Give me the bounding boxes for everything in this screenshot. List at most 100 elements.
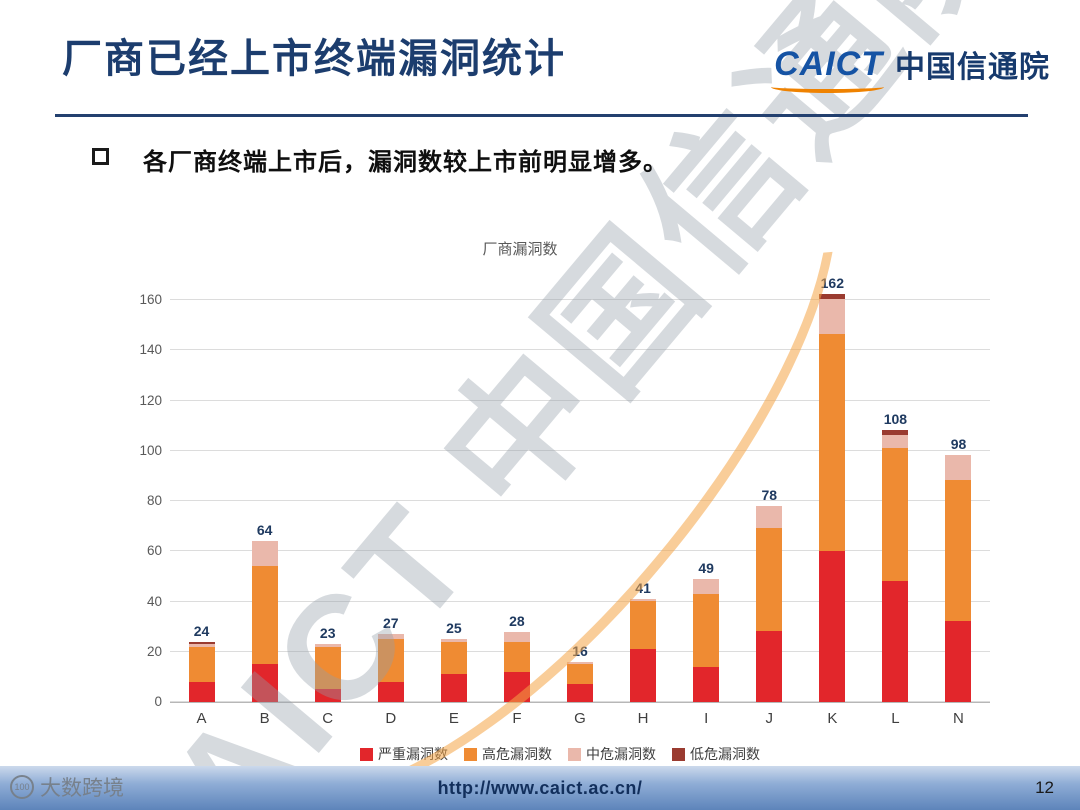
bar-segment <box>882 581 909 702</box>
legend-label: 中危漏洞数 <box>586 746 656 762</box>
bar-segment <box>693 593 720 667</box>
bar-segment <box>567 661 593 665</box>
bar-total-label: 24 <box>193 622 210 639</box>
caict-logo-text: CAICT <box>771 44 885 93</box>
bar-total-label: 78 <box>761 486 778 503</box>
bar-stack <box>440 639 467 702</box>
caict-wordmark: CAICT <box>774 44 883 83</box>
bar-segment <box>945 455 972 481</box>
chart-title: 厂商漏洞数 <box>482 241 558 258</box>
bar-segment <box>882 430 909 436</box>
bar-total-label: 49 <box>698 559 714 576</box>
bar-segment <box>945 621 972 702</box>
y-axis-tick-label: 40 <box>146 593 162 609</box>
bar-stack <box>314 644 341 702</box>
bar-stack <box>251 540 278 702</box>
vulnerability-bar-chart: 厂商漏洞数 0 20 40 60 80 100 120 140 160 24 64 23 27 25 28… <box>110 228 1010 773</box>
y-axis-tick-label: 120 <box>139 392 162 408</box>
gridline <box>170 349 990 351</box>
bar-stack <box>882 430 909 702</box>
bar-segment <box>567 664 593 685</box>
bar-segment <box>314 689 341 702</box>
bar-segment <box>314 646 341 690</box>
y-axis-tick-label: 80 <box>146 493 162 508</box>
bar-K: 162 <box>801 275 864 702</box>
bar-N: 98 <box>927 300 990 702</box>
bar-segment <box>693 666 720 702</box>
legend-item: 严重漏洞数 <box>360 744 448 764</box>
bar-segment <box>819 293 846 300</box>
x-axis-label: E <box>448 710 459 727</box>
page-number: 12 <box>1035 778 1054 797</box>
y-axis-tick-label: 140 <box>139 342 162 358</box>
gridline <box>170 500 990 501</box>
bar-stack <box>503 631 530 702</box>
bar-segment <box>251 566 278 665</box>
bar-segment <box>756 528 783 632</box>
bar-total-label: 98 <box>950 436 967 453</box>
bar-segment <box>567 684 593 702</box>
bar-total-label: 25 <box>446 620 462 637</box>
plot-area: 0 20 40 60 80 100 120 140 160 24 64 23 27 25 28 16 41 49… <box>139 275 990 709</box>
bar-B: 64 <box>233 300 296 702</box>
bar-segment <box>440 639 467 642</box>
bar-segment <box>188 644 215 647</box>
page-title: 厂商已经上市终端漏洞统计 <box>62 37 566 81</box>
legend-label: 严重漏洞数 <box>378 746 448 762</box>
bullet-square-icon <box>92 148 109 165</box>
bar-segment <box>819 299 846 335</box>
bullet-row: 各厂商终端上市后，漏洞数较上市前明显增多。 <box>92 142 668 177</box>
bar-segment <box>440 674 467 702</box>
gridline <box>170 600 990 602</box>
bar-segment <box>882 435 909 448</box>
bar-C: 23 <box>296 300 359 702</box>
x-axis-label: D <box>385 710 397 727</box>
x-axis-label: G <box>574 710 586 727</box>
bar-G: 16 <box>548 300 611 702</box>
bar-stack <box>567 661 593 702</box>
bar-total-label: 28 <box>509 612 525 629</box>
x-axis-label: N <box>953 710 964 727</box>
bar-total-label: 64 <box>256 521 273 538</box>
footer-url-link[interactable]: http://www.caict.ac.cn/ <box>437 777 643 798</box>
bars: 24 64 23 27 25 28 16 41 49 78 162 108 98 <box>170 275 990 702</box>
bar-A: 24 <box>170 300 233 702</box>
bar-stack <box>756 505 783 702</box>
gridline <box>170 650 990 652</box>
bar-segment <box>314 644 341 647</box>
x-axis-label: K <box>827 710 838 727</box>
x-axis-label: H <box>637 710 649 727</box>
gridline <box>170 299 990 300</box>
bar-segment <box>251 540 278 566</box>
poster-watermark: 100 大数跨境 <box>10 772 124 802</box>
x-axis-label: J <box>765 710 773 727</box>
caict-chinese-name: 中国信通院 <box>895 51 1050 84</box>
bar-segment <box>188 681 215 702</box>
y-axis-tick-label: 20 <box>146 643 162 659</box>
y-axis-tick-label: 60 <box>146 543 162 559</box>
bar-segment <box>377 639 404 682</box>
bar-stack <box>945 455 972 702</box>
x-axis-label: C <box>322 710 334 727</box>
footer-bar: http://www.caict.ac.cn/ <box>0 766 1080 810</box>
bar-stack <box>693 578 720 702</box>
y-axis-tick-label: 160 <box>139 292 162 307</box>
legend-label: 高危漏洞数 <box>482 746 552 762</box>
legend-swatch <box>464 747 477 761</box>
bar-stack <box>188 641 215 702</box>
bullet-text: 各厂商终端上市后，漏洞数较上市前明显增多。 <box>143 149 668 176</box>
x-axis-label: I <box>704 710 709 727</box>
bar-J: 78 <box>738 300 801 702</box>
poster-watermark-label: 大数跨境 <box>40 777 124 800</box>
legend-item: 低危漏洞数 <box>672 744 760 764</box>
legend-swatch <box>568 747 581 761</box>
logo-swoosh-icon <box>771 81 885 93</box>
globe-icon: 100 <box>10 775 34 799</box>
gridline <box>170 399 990 401</box>
bar-total-label: 108 <box>883 411 908 427</box>
legend-label: 低危漏洞数 <box>690 746 760 762</box>
legend-swatch <box>672 747 685 761</box>
bar-segment <box>503 631 530 642</box>
